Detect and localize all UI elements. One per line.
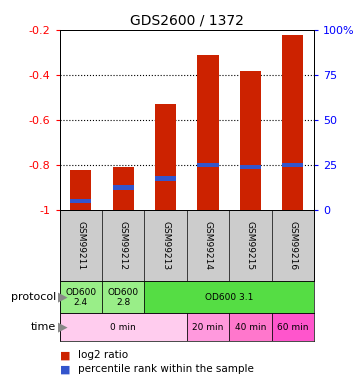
- Bar: [282, 34, 304, 210]
- Text: GSM99213: GSM99213: [161, 221, 170, 270]
- Text: percentile rank within the sample: percentile rank within the sample: [78, 364, 253, 374]
- Text: ■: ■: [60, 364, 70, 374]
- Bar: [187, 313, 229, 341]
- Bar: [60, 313, 187, 341]
- Text: 60 min: 60 min: [277, 322, 309, 332]
- Text: 20 min: 20 min: [192, 322, 224, 332]
- Bar: [240, 70, 261, 210]
- Text: 0 min: 0 min: [110, 322, 136, 332]
- Text: GSM99211: GSM99211: [76, 221, 85, 270]
- Title: GDS2600 / 1372: GDS2600 / 1372: [130, 13, 244, 27]
- Bar: [113, 167, 134, 210]
- Bar: [102, 281, 144, 313]
- Bar: [155, 177, 176, 180]
- Bar: [113, 186, 134, 189]
- Bar: [70, 170, 91, 210]
- Text: log2 ratio: log2 ratio: [78, 351, 128, 360]
- Text: ▶: ▶: [58, 291, 68, 304]
- Text: protocol: protocol: [11, 292, 56, 302]
- Bar: [229, 313, 271, 341]
- Text: GSM99216: GSM99216: [288, 221, 297, 270]
- Text: ▶: ▶: [58, 321, 68, 334]
- Text: GSM99212: GSM99212: [119, 221, 128, 270]
- Text: time: time: [31, 322, 56, 332]
- Bar: [282, 163, 304, 167]
- Text: ■: ■: [60, 351, 70, 360]
- Bar: [271, 313, 314, 341]
- Bar: [197, 55, 219, 210]
- Bar: [197, 163, 219, 167]
- Text: 40 min: 40 min: [235, 322, 266, 332]
- Bar: [70, 199, 91, 203]
- Text: OD600
2.4: OD600 2.4: [65, 288, 96, 306]
- Bar: [60, 281, 102, 313]
- Bar: [240, 165, 261, 169]
- Bar: [144, 281, 314, 313]
- Text: GSM99215: GSM99215: [246, 221, 255, 270]
- Text: GSM99214: GSM99214: [204, 221, 213, 270]
- Text: OD600 3.1: OD600 3.1: [205, 292, 253, 302]
- Text: OD600
2.8: OD600 2.8: [108, 288, 139, 306]
- Bar: [155, 104, 176, 210]
